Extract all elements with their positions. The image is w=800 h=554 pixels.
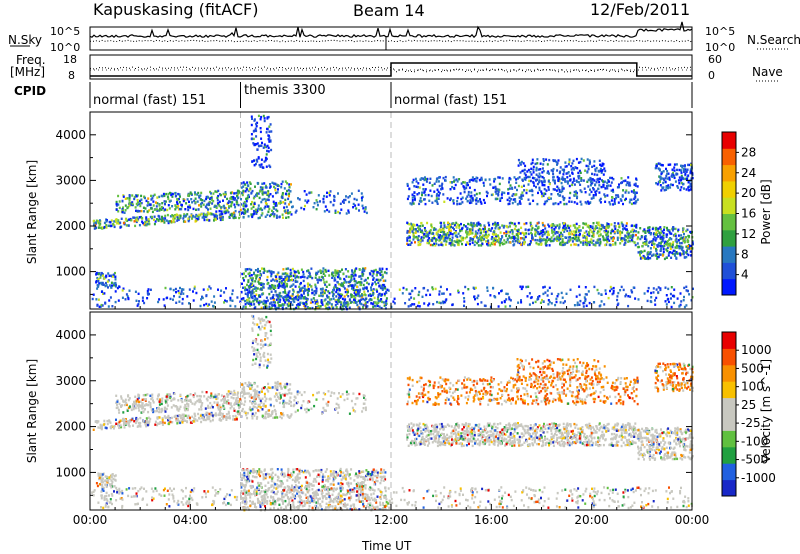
freq-tick-bottom: 8	[68, 69, 75, 82]
power-ytick-label-2: 3000	[55, 173, 86, 187]
nsky-line	[89, 21, 693, 39]
velocity-colorbar-tick-7: -1000	[741, 471, 776, 485]
velocity-colorbar-frame	[721, 331, 737, 497]
power-colorbar-swatch-9	[722, 132, 736, 149]
power-ytick-label-0: 1000	[55, 265, 86, 279]
power-colorbar-swatch-2	[722, 246, 736, 263]
nsky-tick-top: 10^5	[50, 25, 81, 38]
velocity-ytick-label-1: 2000	[55, 420, 86, 434]
power-ytick-label-1: 2000	[55, 219, 86, 233]
power-colorbar-tick-1: 8	[741, 247, 749, 261]
velocity-colorbar-tick-3: 25	[741, 398, 756, 412]
velocity-xtick-label-3: 12:00	[374, 513, 409, 527]
freq-label-1: Freq.	[16, 53, 46, 67]
velocity-colorbar-tick-6: -500	[741, 453, 768, 467]
program-label-3: normal (fast) 151	[394, 93, 508, 108]
velocity-colorbar-swatch-4	[722, 414, 736, 431]
power-bg	[90, 112, 692, 309]
velocity-colorbar: 1000 500 100 25 -25 -100 -500 -1000	[721, 331, 776, 497]
velocity-bg	[90, 312, 692, 510]
velocity-colorbar-swatch-2	[722, 446, 736, 464]
power-colorbar: 4 8 12 16 20 24 28	[721, 131, 756, 296]
velocity-colorbar-swatch-3	[722, 430, 736, 448]
power-colorbar-swatch-0	[722, 278, 736, 296]
velocity-xtick-label-4: 16:00	[474, 513, 509, 527]
freq-panel	[89, 54, 693, 80]
power-colorbar-tick-6: 28	[741, 145, 756, 159]
nsky-tick-bottom: 10^0	[50, 41, 81, 54]
power-colorbar-swatch-8	[722, 148, 736, 166]
velocity-ytick-label-2: 3000	[55, 374, 86, 388]
program-label-1: normal (fast) 151	[93, 93, 207, 108]
power-colorbar-swatch-7	[722, 164, 736, 182]
velocity-xtick-label-2: 08:00	[273, 513, 308, 527]
velocity-colorbar-tick-5: -100	[741, 434, 768, 448]
velocity-colorbar-swatch-0	[722, 479, 736, 497]
velocity-xtick-label-0: 00:00	[73, 513, 108, 527]
velocity-colorbar-swatch-8	[722, 348, 736, 366]
velocity-colorbar-tick-0: 1000	[741, 343, 772, 357]
nave-tick-bottom: 0	[708, 69, 715, 82]
power-colorbar-tick-0: 4	[741, 268, 749, 282]
nsky-label: N.Sky	[8, 33, 43, 47]
velocity-xtick-label-5: 20:00	[574, 513, 609, 527]
nsky-right-tick-bottom: 10^0	[705, 41, 736, 54]
nave-tick-top: 60	[708, 53, 722, 66]
velocity-colorbar-swatch-5	[722, 397, 736, 415]
velocity-colorbar-swatch-9	[722, 332, 736, 349]
velocity-xtick-label-1: 04:00	[173, 513, 208, 527]
nave-label: Nave	[752, 65, 783, 79]
date-title: 12/Feb/2011	[590, 0, 691, 19]
nsearch-label: N.Search	[747, 33, 800, 47]
nsky-panel	[89, 26, 693, 51]
velocity-colorbar-tick-1: 500	[741, 361, 764, 375]
velocity-panel: 1000 2000 3000 4000 00:00 04:00 08:00 12:00 16:0…	[55, 311, 776, 527]
nsky-right-tick-top: 10^5	[705, 25, 736, 38]
power-colorbar-swatch-3	[722, 229, 736, 247]
power-colorbar-tick-2: 12	[741, 227, 756, 241]
freq-tick-top: 18	[63, 53, 77, 66]
velocity-colorbar-tick-2: 100	[741, 380, 764, 394]
freq-label-2: [MHz]	[10, 65, 46, 79]
power-colorbar-swatch-6	[722, 180, 736, 198]
frequency-line	[90, 62, 692, 77]
nsearch-line	[89, 39, 693, 43]
power-colorbar-tick-5: 24	[741, 166, 756, 180]
beam-title: Beam 14	[353, 1, 425, 20]
velocity-colorbar-swatch-6	[722, 381, 736, 399]
power-colorbar-swatch-1	[722, 262, 736, 280]
velocity-colorbar-swatch-7	[722, 364, 736, 382]
velocity-ytick-label-3: 4000	[55, 328, 86, 342]
velocity-colorbar-swatch-1	[722, 463, 736, 481]
power-ytick-label-3: 4000	[55, 128, 86, 142]
power-colorbar-tick-4: 20	[741, 186, 756, 200]
velocity-xtick-label-6: 00:00	[675, 513, 710, 527]
velocity-colorbar-tick-4: -25	[741, 416, 761, 430]
velocity-scatter	[91, 314, 694, 512]
power-scatter	[91, 114, 694, 311]
nave-dots	[90, 66, 691, 73]
x-axis-label: Time UT	[362, 539, 412, 553]
power-colorbar-swatch-5	[722, 197, 736, 214]
velocity-ytick-label-0: 1000	[55, 465, 86, 479]
program-label-2: themis 3300	[244, 83, 326, 98]
cpid-label: CPID	[14, 84, 47, 98]
power-panel: 1000 2000 3000 4000 4 8 12 16 20 24 28	[55, 111, 756, 311]
station-title: Kapuskasing (fitACF)	[93, 0, 259, 19]
power-colorbar-swatch-4	[722, 213, 736, 231]
power-colorbar-tick-3: 16	[741, 207, 756, 221]
